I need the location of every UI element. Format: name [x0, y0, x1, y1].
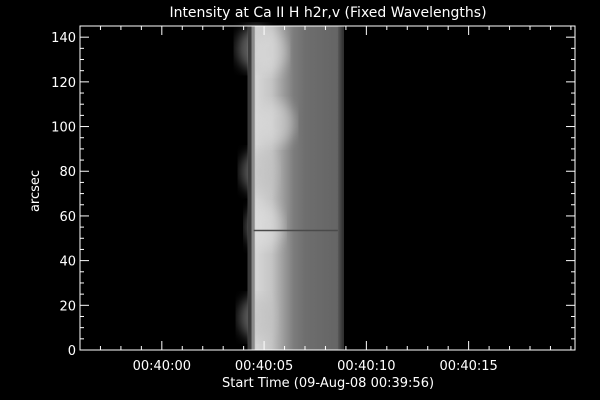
intensity-blotch — [258, 101, 295, 146]
y-tick-label: 0 — [68, 344, 76, 359]
y-tick-label: 120 — [51, 76, 76, 91]
y-tick-label: 40 — [59, 255, 76, 270]
x-tick-label: 00:40:15 — [439, 359, 497, 374]
y-tick-label: 20 — [59, 299, 76, 314]
y-axis-label: arcsec — [28, 170, 43, 212]
x-axis: 00:40:00 00:40:05 00:40:10 00:40:15 — [79, 26, 572, 374]
chart-title: Intensity at Ca II H h2r,v (Fixed Wavele… — [169, 5, 486, 21]
intensity-blotch — [247, 204, 284, 249]
heatmap-image — [237, 26, 344, 350]
heatmap-left-edge-2 — [251, 26, 255, 350]
y-axis: 0 20 40 60 80 100 120 140 — [51, 25, 575, 359]
heatmap-left-edge — [247, 26, 252, 350]
intensity-blotch — [239, 295, 276, 340]
x-tick-label: 00:40:05 — [235, 359, 293, 374]
y-tick-label: 80 — [59, 165, 76, 180]
y-tick-label: 60 — [59, 210, 76, 225]
x-tick-label: 00:40:10 — [337, 359, 395, 374]
y-tick-label: 100 — [51, 121, 76, 136]
y-tick-label: 140 — [51, 31, 76, 46]
x-tick-label: 00:40:00 — [133, 359, 191, 374]
plot-frame — [79, 25, 576, 351]
intensity-blotch — [241, 149, 278, 194]
x-axis-label: Start Time (09-Aug-08 00:39:56) — [222, 376, 434, 391]
intensity-blotch — [250, 29, 287, 74]
heatmap-right-edge — [337, 26, 344, 350]
